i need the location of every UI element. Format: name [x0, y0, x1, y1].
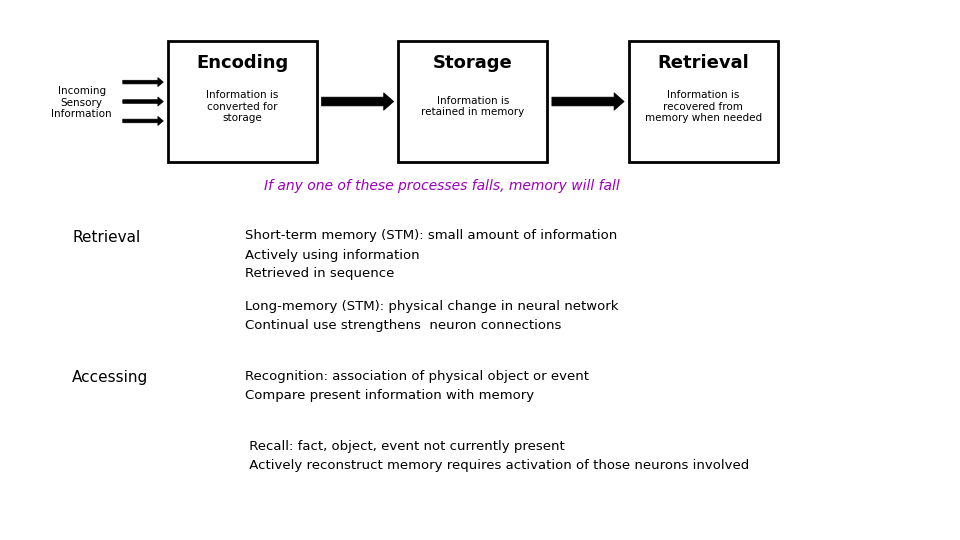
Text: Accessing: Accessing: [72, 370, 148, 385]
Text: Information is
recovered from
memory when needed: Information is recovered from memory whe…: [644, 90, 762, 123]
Text: Storage: Storage: [433, 54, 513, 72]
Text: Information is
converted for
storage: Information is converted for storage: [206, 90, 278, 123]
Text: Short-term memory (STM): small amount of information
Actively using information
: Short-term memory (STM): small amount of…: [245, 230, 617, 280]
Text: Retrieval: Retrieval: [658, 54, 749, 72]
Text: Incoming
Sensory
Information: Incoming Sensory Information: [51, 86, 112, 119]
Text: Long-memory (STM): physical change in neural network
Continual use strengthens  : Long-memory (STM): physical change in ne…: [245, 300, 618, 332]
Text: If any one of these processes falls, memory will fall: If any one of these processes falls, mem…: [264, 179, 619, 193]
Text: Information is
retained in memory: Information is retained in memory: [421, 96, 524, 117]
Text: Retrieval: Retrieval: [72, 230, 140, 245]
FancyBboxPatch shape: [629, 40, 778, 162]
Text: Encoding: Encoding: [196, 54, 289, 72]
FancyBboxPatch shape: [398, 40, 547, 162]
FancyBboxPatch shape: [168, 40, 317, 162]
Text: Recognition: association of physical object or event
Compare present information: Recognition: association of physical obj…: [245, 370, 588, 402]
Text: Recall: fact, object, event not currently present
 Actively reconstruct memory r: Recall: fact, object, event not currentl…: [245, 440, 749, 472]
